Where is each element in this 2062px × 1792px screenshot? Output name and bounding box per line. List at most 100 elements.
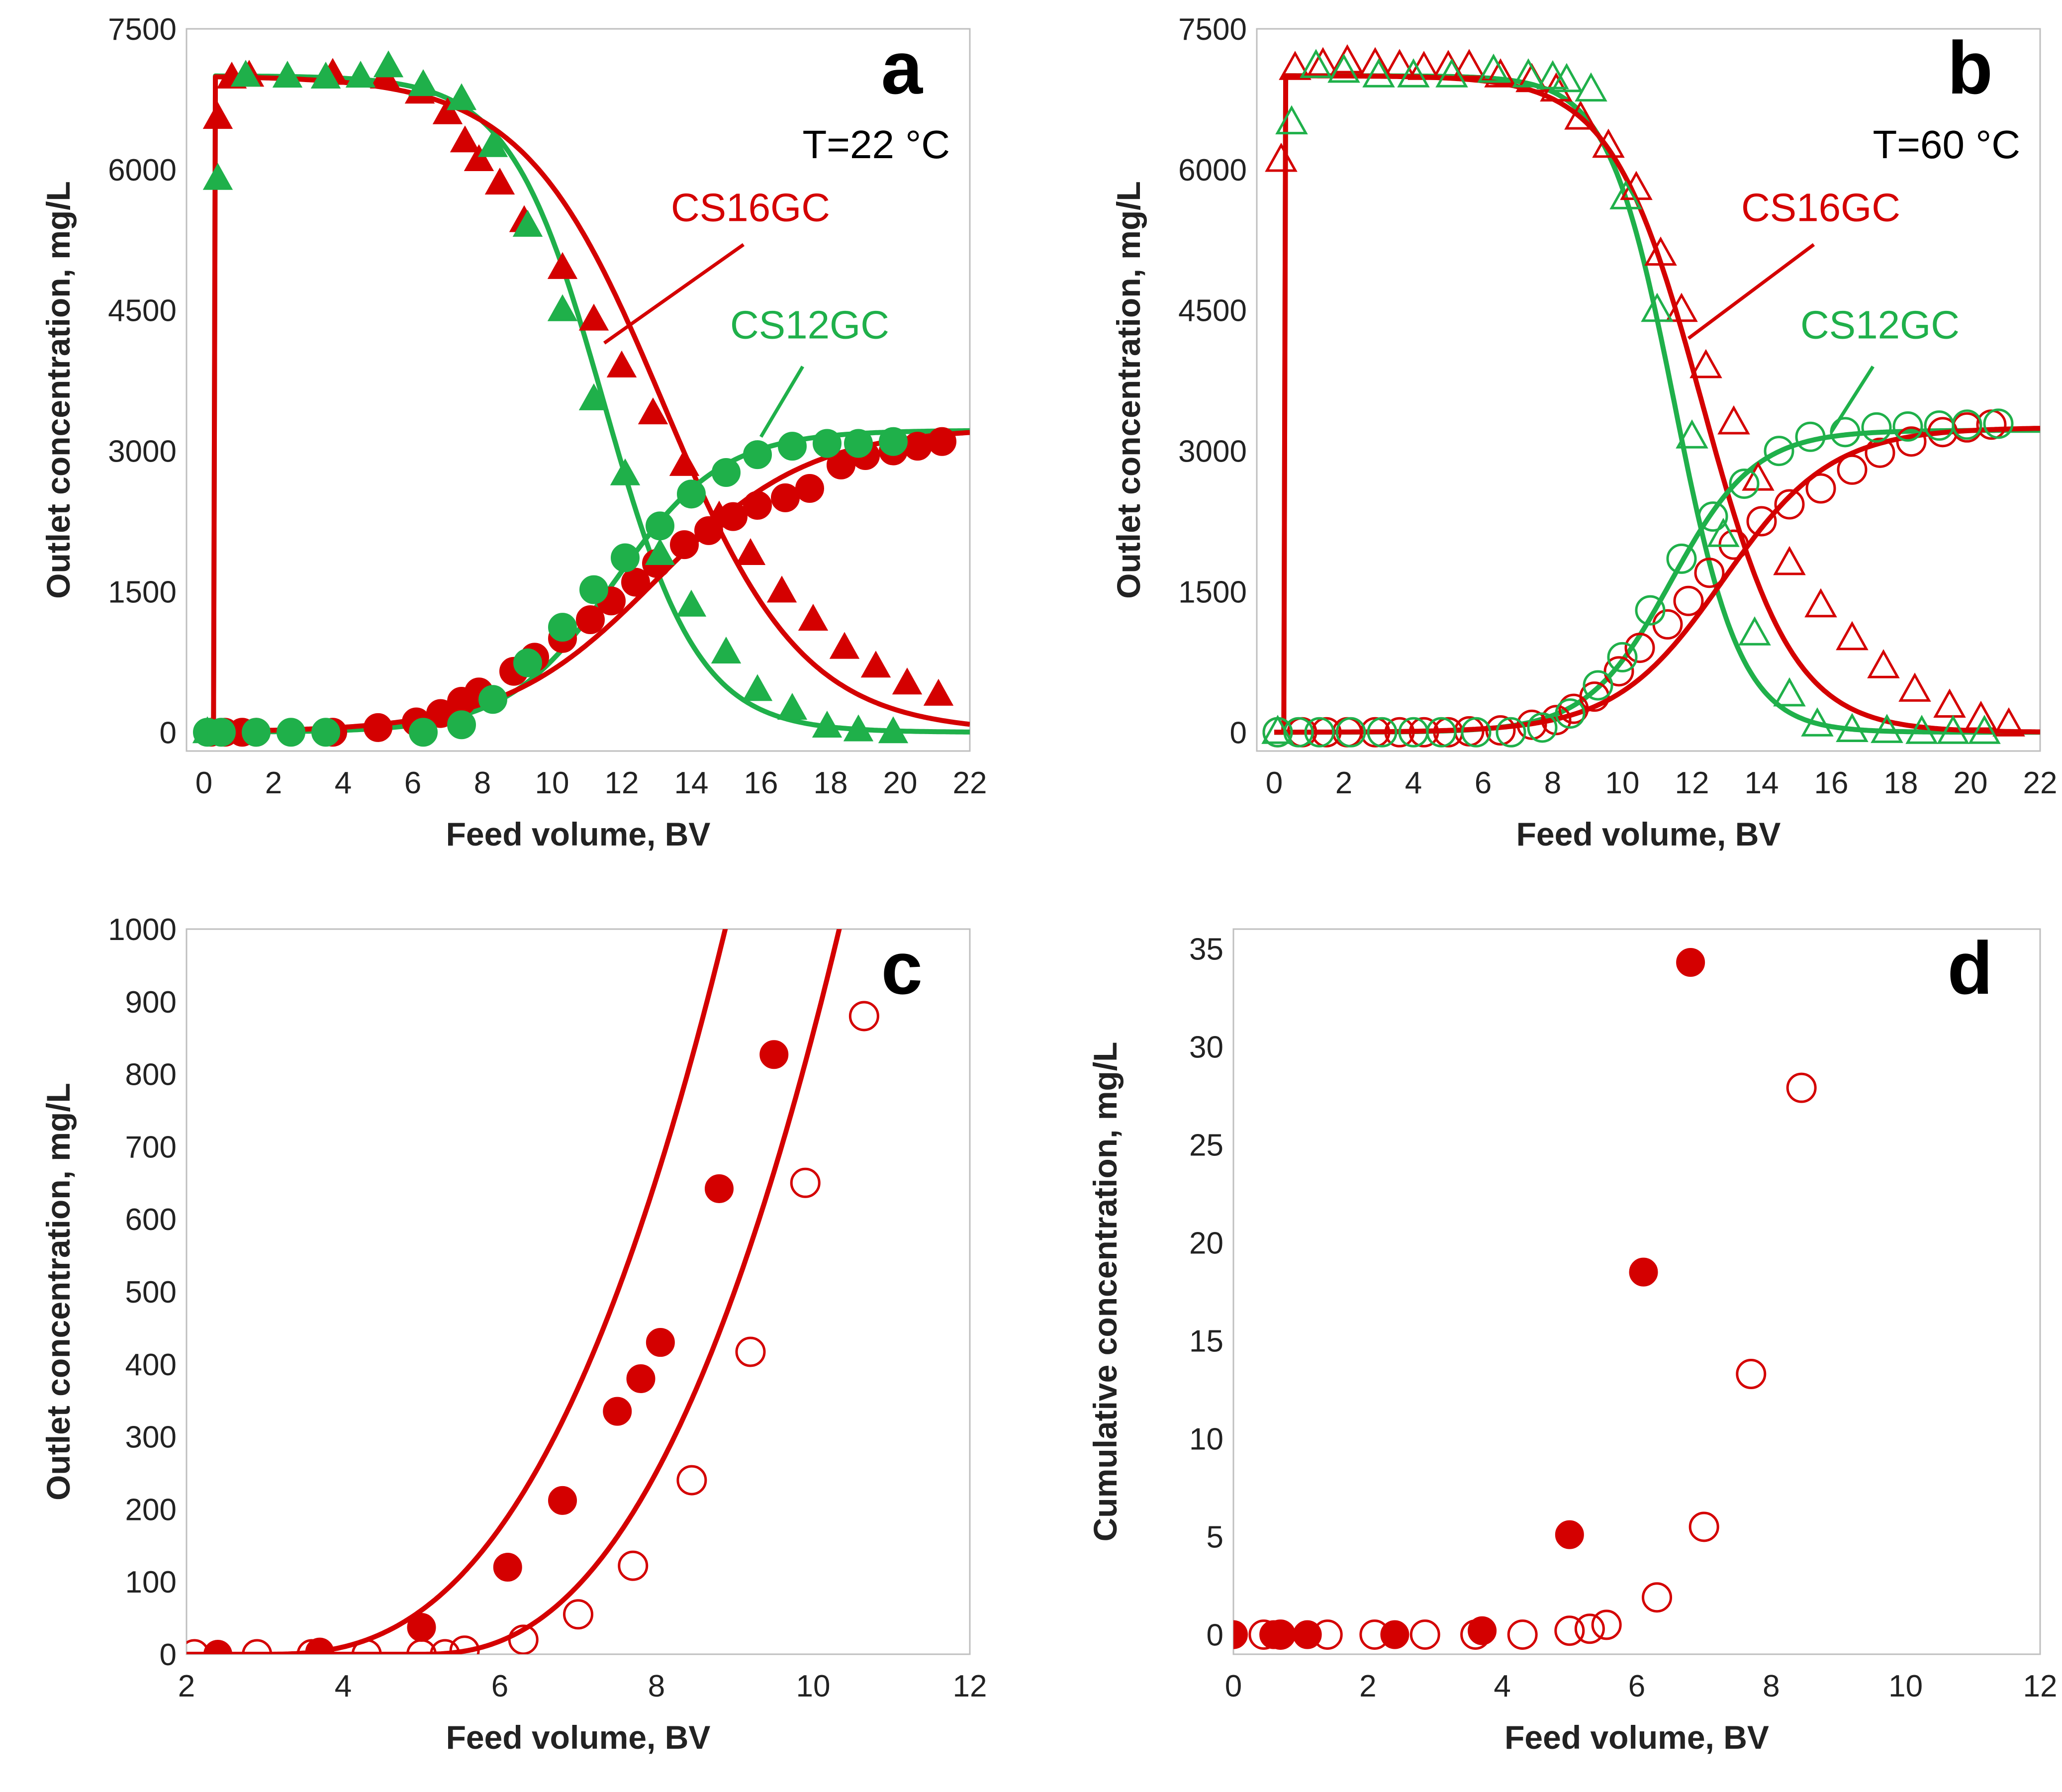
annotation-leader-line	[759, 366, 805, 438]
x-tick-label: 22	[2023, 766, 2058, 800]
data-point-green-circle	[677, 479, 706, 509]
data-point-green-circle	[1892, 411, 1923, 442]
data-point-red-circle	[351, 1639, 382, 1654]
data-point-green-triangle	[1575, 72, 1607, 102]
x-tick-label: 12	[953, 1669, 987, 1703]
x-tick-label: 8	[1544, 766, 1561, 800]
x-tick-label: 14	[674, 766, 709, 800]
data-point-red-triangle	[1773, 546, 1806, 575]
data-point-red-circle	[1591, 1609, 1622, 1640]
data-point-green-triangle	[1512, 58, 1545, 88]
data-point-green-triangle	[1871, 714, 1903, 743]
x-tick-label: 10	[796, 1669, 831, 1703]
data-point-green-triangle	[345, 61, 376, 88]
data-point-red-circle	[1555, 1520, 1584, 1549]
data-point-green-triangle	[1397, 58, 1430, 88]
data-point-green-triangle	[1275, 105, 1308, 135]
y-axis-title: Cumulative concentration, mg/L	[1087, 1042, 1124, 1542]
data-point-red-circle	[621, 567, 650, 597]
x-tick-label: 8	[1763, 1669, 1780, 1703]
data-point-red-circle	[694, 516, 723, 545]
data-point-red-circle	[1837, 454, 1868, 485]
data-point-red-circle	[1865, 437, 1895, 468]
data-point-red-triangle	[1689, 349, 1722, 378]
y-tick-label: 500	[125, 1275, 177, 1310]
y-tick-label: 900	[125, 985, 177, 1020]
chart-panel-a: 0 2 4 6 8 10 12 14 16 18 20 22 0 1500 3000 4500 6000 7500…	[40, 12, 987, 852]
data-point-green-circle	[1764, 436, 1794, 467]
data-point-red-triangle	[1331, 44, 1364, 74]
y-tick-label: 5	[1207, 1520, 1223, 1555]
x-tick-label: 6	[1475, 766, 1492, 800]
x-tick-label: 8	[474, 766, 491, 800]
data-point-red-circle	[743, 490, 772, 520]
x-tick-label: 4	[1405, 766, 1422, 800]
y-tick-label: 25	[1189, 1128, 1223, 1162]
data-point-red-circle	[187, 1639, 210, 1654]
annotation-leader-line	[1687, 243, 1815, 340]
data-point-red-circle	[493, 1553, 522, 1582]
data-point-red-circle	[1676, 947, 1705, 977]
x-tick-label: 20	[883, 766, 918, 800]
data-point-red-circle	[407, 1613, 436, 1642]
data-point-red-circle	[203, 1640, 232, 1654]
annotation-leader-line	[603, 243, 745, 345]
data-point-green-circle	[1795, 421, 1826, 452]
data-point-red-triangle	[860, 651, 891, 678]
data-point-red-triangle	[1592, 128, 1625, 158]
data-point-green-circle	[611, 543, 640, 572]
data-point-green-triangle	[1362, 58, 1395, 88]
data-point-green-circle	[1304, 717, 1335, 748]
x-tick-label: 16	[744, 766, 778, 800]
data-point-red-circle	[618, 1550, 649, 1581]
y-tick-label: 10	[1189, 1422, 1223, 1457]
data-point-red-circle	[1541, 705, 1572, 736]
data-point-red-triangle	[1644, 236, 1677, 266]
x-tick-label: 4	[335, 766, 352, 800]
data-point-red-circle	[646, 1328, 675, 1357]
series-annotation: CS16GC	[1741, 186, 1900, 230]
data-point-red-circle	[430, 1639, 461, 1654]
y-tick-label: 0	[160, 1638, 177, 1672]
fit-curve-red	[187, 929, 728, 1654]
y-tick-label: 400	[125, 1348, 177, 1382]
data-point-red-circle	[603, 1397, 632, 1426]
panel-letter: a	[881, 26, 924, 109]
data-point-green-triangle	[777, 693, 808, 720]
data-point-green-circle	[844, 429, 873, 458]
data-point-red-circle	[705, 1174, 734, 1203]
x-tick-label: 20	[1954, 766, 1988, 800]
data-point-green-circle	[311, 718, 340, 747]
data-point-green-circle	[1527, 712, 1558, 743]
data-point-red-triangle	[1992, 707, 2025, 737]
data-point-green-circle	[1729, 469, 1760, 499]
data-point-red-triangle	[202, 102, 233, 129]
data-point-red-triangle	[578, 303, 609, 331]
plot-frame	[1232, 928, 2041, 1655]
y-axis-title: Outlet concentration, mg/L	[40, 181, 77, 599]
chart-panel-c: 2 4 6 8 10 12 0 100 200 300 400 500 600 700 800 900 1000…	[40, 913, 987, 1756]
data-point-red-circle	[305, 1637, 334, 1654]
data-point-red-circle	[1460, 1619, 1491, 1650]
data-point-green-circle	[743, 440, 772, 470]
y-tick-label: 700	[125, 1130, 177, 1164]
data-point-red-circle	[1516, 709, 1547, 740]
data-point-green-triangle	[1738, 616, 1771, 646]
data-point-red-triangle	[1484, 58, 1517, 88]
data-point-red-triangle	[892, 667, 923, 695]
plot-area	[1233, 947, 1817, 1650]
data-point-red-circle	[1896, 426, 1927, 457]
data-point-red-triangle	[1867, 649, 1900, 678]
data-point-red-circle	[626, 1364, 656, 1393]
data-point-red-triangle	[1665, 292, 1698, 322]
x-tick-label: 10	[535, 766, 569, 800]
data-point-green-triangle	[1707, 518, 1740, 547]
data-point-red-triangle	[766, 575, 797, 603]
data-point-red-triangle	[829, 632, 860, 659]
data-point-green-circle	[579, 575, 608, 604]
data-point-red-triangle	[1620, 171, 1653, 200]
data-point-green-circle	[548, 613, 577, 642]
x-tick-label: 4	[1494, 1669, 1510, 1703]
y-tick-label: 1500	[1178, 575, 1247, 609]
data-point-red-triangle	[450, 125, 480, 153]
